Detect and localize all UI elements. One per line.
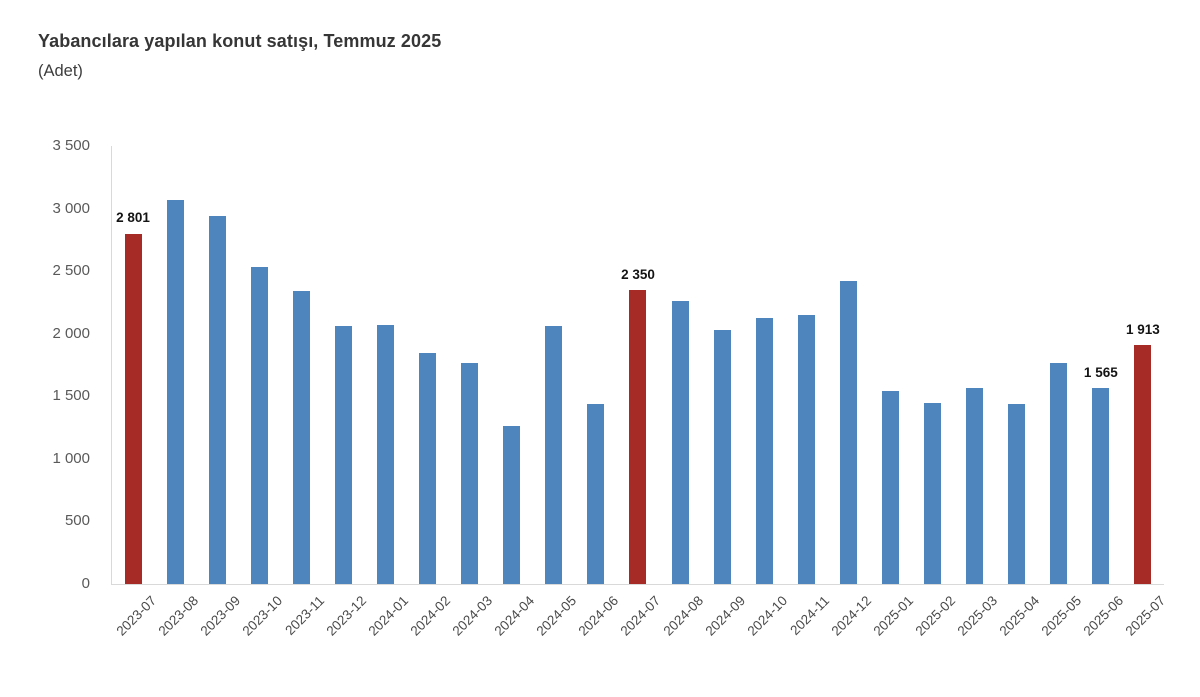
x-axis-tick-label-2025-02: 2025-02 (912, 593, 959, 639)
bar-2025-03[interactable] (966, 387, 984, 584)
y-axis-tick-label: 500 (64, 512, 90, 530)
y-axis-tick-label: 2 000 (52, 324, 90, 342)
x-axis-tick-label-2025-01: 2025-01 (870, 593, 917, 639)
y-axis-tick-label: 3 000 (52, 199, 90, 217)
bar-2025-05[interactable] (1050, 363, 1068, 584)
bar-band-2025-07: 1 913 2025-07 (1122, 146, 1169, 639)
bar-band-2024-03: 2024-03 (449, 146, 495, 639)
bar-band-2025-03: 2025-03 (954, 146, 1000, 639)
bar-2024-07[interactable] (629, 289, 647, 584)
bar-2024-02[interactable] (419, 352, 437, 584)
y-axis-tick-label: 3 500 (52, 137, 90, 154)
bar-value-label-2025-06: 1 565 (1083, 365, 1118, 381)
x-axis-tick-label-2025-03: 2025-03 (954, 593, 1001, 639)
y-axis-line (111, 146, 112, 584)
bar-band-2024-11: 2024-11 (785, 146, 832, 638)
x-axis-tick-label-2023-09: 2023-09 (197, 593, 243, 639)
y-axis-tick-label: 1 500 (52, 387, 90, 405)
bar-band-2024-12: 2024-12 (827, 146, 874, 639)
bar-band-2025-01: 2025-01 (869, 146, 916, 639)
bar-2025-04[interactable] (1008, 404, 1026, 584)
bar-2025-01[interactable] (881, 391, 899, 584)
bar-2024-04[interactable] (503, 425, 521, 584)
bar-band-2023-12: 2023-12 (322, 146, 369, 639)
bar-band-2025-02: 2025-02 (911, 146, 958, 639)
bar-band-2023-09: 2023-09 (196, 146, 243, 639)
bar-2023-08[interactable] (166, 200, 184, 584)
bar-2024-05[interactable] (545, 326, 563, 584)
y-axis-tick-label: 0 (81, 575, 90, 592)
bar-value-label-2024-07: 2 350 (621, 266, 655, 282)
bar-band-2025-04: 2025-04 (996, 146, 1042, 639)
bar-band-2023-10: 2023-10 (238, 146, 285, 639)
bar-2024-06[interactable] (587, 403, 605, 584)
bar-band-2024-07: 2 350 2024-07 (617, 146, 664, 639)
bar-band-2023-07: 2 801 2023-07 (112, 146, 159, 638)
x-axis-tick-label-2024-12: 2024-12 (828, 593, 874, 639)
bar-2023-07[interactable] (124, 233, 142, 584)
bar-2024-10[interactable] (755, 318, 773, 584)
x-axis-tick-label-2023-12: 2023-12 (323, 593, 370, 639)
bar-band-2023-08: 2023-08 (154, 146, 201, 639)
x-axis-tick-label-2023-11: 2023-11 (282, 593, 327, 638)
y-axis: 0 500 1 000 1 500 2 000 2 500 3 000 3 500 (0, 137, 90, 592)
bar-2025-06[interactable] (1092, 388, 1110, 584)
x-axis-tick-label-2024-10: 2024-10 (744, 593, 790, 639)
x-axis-tick-label-2024-03: 2024-03 (449, 593, 496, 639)
bar-band-2024-06: 2024-06 (575, 146, 622, 639)
x-axis-tick-label-2023-08: 2023-08 (155, 593, 201, 639)
x-axis-tick-label-2024-09: 2024-09 (702, 593, 748, 639)
x-axis-tick-label-2024-02: 2024-02 (407, 593, 454, 639)
bar-2024-12[interactable] (839, 281, 857, 584)
x-axis-tick-label-2025-06: 2025-06 (1080, 593, 1127, 639)
x-axis-tick-label-2024-05: 2024-05 (533, 593, 580, 639)
bar-2025-02[interactable] (924, 402, 942, 584)
chart-title: Yabancılara yapılan konut satışı, Temmuz… (38, 31, 442, 51)
x-axis-tick-label-2025-07: 2025-07 (1122, 593, 1169, 639)
bar-2024-08[interactable] (671, 301, 689, 584)
bar-2025-07[interactable] (1134, 344, 1152, 584)
bar-value-label-2023-07: 2 801 (116, 210, 150, 226)
bar-band-2024-10: 2024-10 (743, 146, 790, 639)
x-axis-tick-label-2024-07: 2024-07 (617, 593, 664, 639)
x-axis-tick-label-2025-05: 2025-05 (1038, 593, 1085, 639)
bar-2023-09[interactable] (208, 216, 226, 584)
bar-band-2024-09: 2024-09 (701, 146, 748, 639)
chart-subtitle: (Adet) (38, 62, 83, 80)
x-axis-tick-label-2023-10: 2023-10 (239, 593, 285, 639)
bar-band-2025-06: 1 565 2025-06 (1080, 146, 1127, 638)
bar-value-label-2025-07: 1 913 (1126, 321, 1160, 337)
bar-2024-09[interactable] (713, 330, 731, 584)
bar-2024-01[interactable] (377, 325, 394, 584)
x-axis-tick-label-2023-07: 2023-07 (113, 593, 159, 639)
bar-2023-11[interactable] (292, 291, 310, 584)
y-axis-tick-label: 2 500 (52, 262, 90, 280)
bar-band-2024-04: 2024-04 (491, 146, 537, 639)
bar-2024-11[interactable] (797, 314, 815, 584)
x-axis-tick-label-2025-04: 2025-04 (996, 593, 1043, 639)
x-axis-tick-label-2024-08: 2024-08 (660, 593, 706, 639)
bar-band-2025-05: 2025-05 (1038, 146, 1084, 639)
plot-area: 2 801 2023-07 2023-08 2023-09 2023-10 2023-11… (112, 146, 1169, 639)
x-axis-tick-label-2024-06: 2024-06 (575, 593, 622, 639)
bar-band-2024-01: 2024-01 (364, 146, 411, 639)
x-axis-tick-label-2024-11: 2024-11 (786, 593, 832, 638)
x-axis-tick-label-2024-04: 2024-04 (491, 593, 538, 639)
bar-band-2024-08: 2024-08 (659, 146, 706, 639)
bar-2023-12[interactable] (334, 325, 352, 584)
bar-2023-10[interactable] (250, 266, 268, 584)
bar-2024-03[interactable] (461, 362, 479, 584)
y-axis-tick-label: 1 000 (52, 449, 90, 467)
x-axis-tick-label-2024-01: 2024-01 (365, 593, 412, 639)
bar-band-2023-11: 2023-11 (280, 146, 327, 638)
bar-band-2024-02: 2024-02 (407, 146, 453, 639)
x-axis-line (111, 584, 1164, 585)
bar-band-2024-05: 2024-05 (533, 146, 579, 639)
